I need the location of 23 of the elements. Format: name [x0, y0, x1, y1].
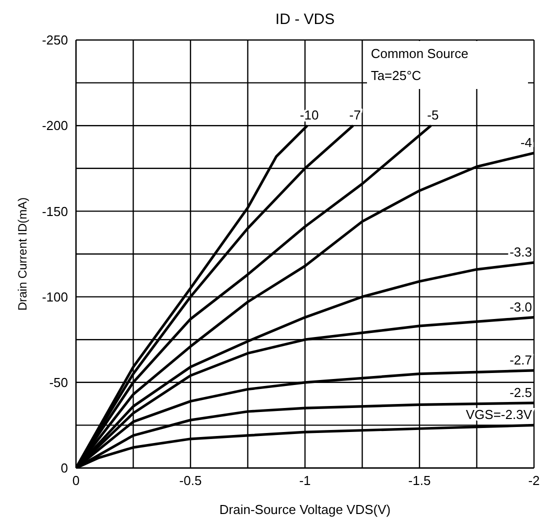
x-tick-label: -1.5 — [408, 473, 431, 488]
annotation: Ta=25°C — [370, 67, 422, 85]
x-tick-label: -0.5 — [179, 473, 202, 488]
text-box: Common Source Ta=25°C — [366, 41, 528, 89]
series-label: -2.7 — [510, 352, 532, 368]
y-tick-label: 0 — [60, 460, 68, 476]
series-label: -2.5 — [510, 384, 532, 400]
x-tick-label: 0 — [72, 473, 80, 488]
series-label: -5 — [427, 108, 439, 123]
y-axis-title: Drain Current ID(mA) — [15, 197, 30, 311]
series-label: -7 — [349, 108, 361, 123]
series-label: -4 — [520, 134, 532, 150]
y-tick-label: -200 — [42, 118, 68, 134]
x-tick-label: -2 — [528, 473, 540, 488]
y-tick-label: -100 — [42, 289, 68, 304]
chart-title: ID - VDS — [274, 10, 336, 30]
y-tick-label: -50 — [49, 375, 68, 390]
x-axis-title: Drain-Source Voltage VDS(V) — [219, 502, 391, 517]
series-label: -3.0 — [510, 299, 532, 314]
y-tick-label: -150 — [42, 204, 68, 219]
x-tick-label: -1 — [299, 473, 311, 488]
y-tick-label: -250 — [42, 32, 68, 48]
annotation: Common Source — [370, 45, 470, 63]
